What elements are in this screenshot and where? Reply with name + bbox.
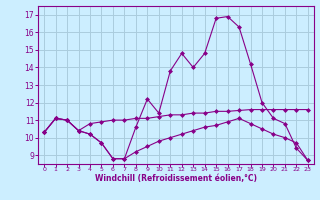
- X-axis label: Windchill (Refroidissement éolien,°C): Windchill (Refroidissement éolien,°C): [95, 174, 257, 183]
